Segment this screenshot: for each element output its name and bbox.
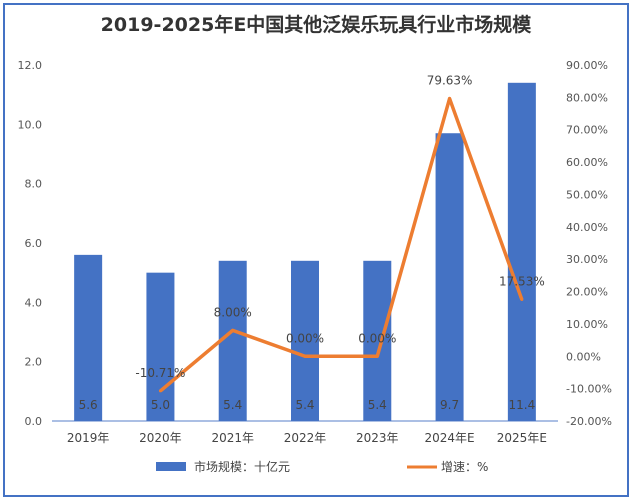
left-tick-label: 12.0 — [18, 59, 43, 72]
chart-title: 2019-2025年E中国其他泛娱乐玩具行业市场规模 — [100, 14, 532, 36]
bar — [435, 133, 464, 421]
right-tick-label: 50.00% — [566, 188, 608, 201]
growth-point — [520, 298, 524, 302]
right-tick-label: 20.00% — [566, 286, 608, 299]
bar — [363, 260, 392, 421]
left-tick-label: 8.0 — [25, 178, 43, 191]
growth-data-label: 17.53% — [499, 275, 545, 289]
x-tick-label: 2025年E — [497, 431, 547, 445]
left-tick-label: 0.0 — [25, 415, 43, 428]
bar — [74, 254, 103, 421]
growth-point — [158, 389, 162, 393]
x-tick-label: 2020年 — [139, 431, 182, 445]
bar — [218, 260, 247, 421]
right-tick-label: 0.00% — [566, 350, 601, 363]
bar — [507, 82, 536, 422]
growth-point — [448, 97, 452, 101]
bar-data-label: 5.4 — [295, 398, 314, 412]
right-tick-label: 40.00% — [566, 221, 608, 234]
growth-data-label: 79.63% — [427, 74, 473, 88]
x-tick-label: 2023年 — [356, 431, 399, 445]
legend-label-line: 增速：% — [441, 460, 488, 474]
right-tick-label: -10.00% — [566, 383, 612, 396]
left-tick-label: 10.0 — [18, 118, 43, 131]
legend-label-bar: 市场规模：十亿元 — [194, 459, 290, 474]
left-tick-label: 4.0 — [25, 296, 43, 309]
growth-data-label: 0.00% — [358, 331, 396, 345]
left-tick-label: 6.0 — [25, 237, 43, 250]
right-tick-label: 10.00% — [566, 318, 608, 331]
growth-point — [303, 354, 307, 358]
bar-data-label: 9.7 — [440, 398, 459, 412]
right-tick-label: 90.00% — [566, 59, 608, 72]
right-tick-label: -20.00% — [566, 415, 612, 428]
growth-data-label: 8.00% — [214, 305, 252, 319]
growth-point — [231, 328, 235, 332]
bar — [146, 272, 175, 421]
bar-data-label: 5.0 — [151, 398, 170, 412]
legend-swatch-bar — [156, 462, 186, 471]
x-tick-label: 2019年 — [67, 431, 110, 445]
x-tick-label: 2022年 — [284, 431, 327, 445]
growth-line — [159, 96, 524, 393]
growth-point — [375, 354, 379, 358]
right-tick-label: 70.00% — [566, 124, 608, 137]
growth-data-label: -10.71% — [135, 366, 185, 380]
x-tick-label: 2024年E — [425, 431, 475, 445]
bar-data-label: 11.4 — [508, 398, 535, 412]
right-tick-label: 80.00% — [566, 91, 608, 104]
right-tick-label: 30.00% — [566, 253, 608, 266]
bar-data-label: 5.6 — [79, 398, 98, 412]
growth-data-label: 0.00% — [286, 331, 324, 345]
bar — [291, 260, 319, 421]
bar-data-label: 5.4 — [223, 398, 242, 412]
right-tick-label: 60.00% — [566, 156, 608, 169]
left-tick-label: 2.0 — [25, 356, 43, 369]
x-tick-label: 2021年 — [211, 431, 254, 445]
bar-data-label: 5.4 — [368, 398, 387, 412]
